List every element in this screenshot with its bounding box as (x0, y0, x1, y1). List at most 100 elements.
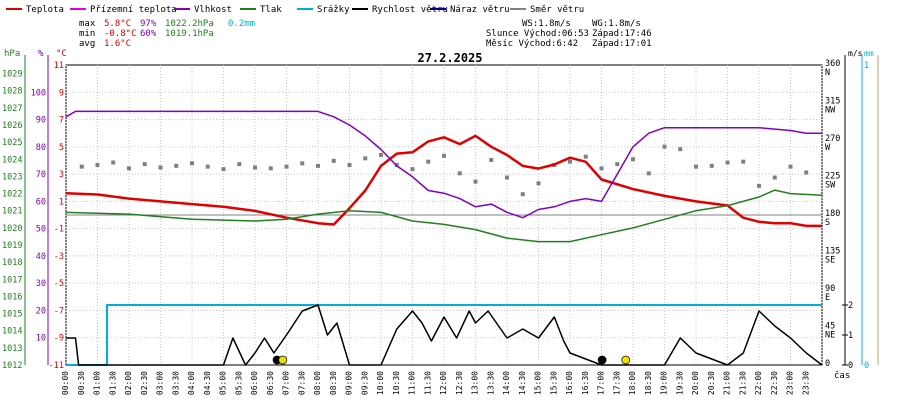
time-axis-label: čas (834, 370, 850, 381)
hpa-tick: 1026 (2, 121, 22, 131)
time-tick: 06:00 (250, 371, 259, 395)
wind-direction-point (331, 158, 336, 163)
hpa-tick: 1014 (2, 327, 22, 337)
wind-direction-point (268, 166, 273, 171)
time-tick: 06:30 (266, 371, 275, 395)
dir-name: SE (825, 256, 835, 266)
stats-gust: WG:1.8m/s (592, 19, 641, 29)
time-tick: 17:30 (612, 371, 621, 395)
c-tick: -1 (54, 225, 64, 235)
stats-pressure: 1019.1hPa (165, 29, 214, 39)
time-tick: 17:00 (597, 371, 606, 395)
hpa-tick: 1024 (2, 155, 22, 165)
c-tick: -11 (49, 361, 64, 371)
hpa-tick: 1028 (2, 87, 22, 97)
dir-tick: 180 (825, 209, 840, 219)
legend-label: Směr větru (530, 5, 584, 15)
wind-direction-point (174, 163, 179, 168)
stats-pressure: 1022.2hPa (165, 19, 214, 29)
wind-direction-point (284, 164, 289, 169)
legend-label: Tlak (260, 5, 282, 15)
time-tick: 03:30 (171, 371, 180, 395)
c-tick: 3 (59, 170, 64, 180)
series-line-Vlhkost (65, 110, 822, 219)
time-tick: 12:00 (439, 371, 448, 395)
pct-tick: 30 (36, 279, 46, 289)
time-tick: 16:30 (581, 371, 590, 395)
time-tick: 14:00 (502, 371, 511, 395)
stats-temp: -0.8°C (104, 29, 137, 39)
time-tick: 11:00 (408, 371, 417, 395)
wind-direction-point (694, 164, 698, 169)
plot-area (65, 64, 823, 366)
time-tick: 01:30 (108, 371, 117, 395)
stats-sun: Slunce Východ:06:53 (486, 29, 589, 39)
time-tick: 03:00 (156, 371, 165, 395)
hpa-tick: 1029 (2, 70, 22, 80)
ms-axis-label: m/s (848, 49, 863, 58)
time-tick: 23:00 (786, 371, 795, 395)
moonset-dot (597, 355, 607, 365)
wind-direction-point (79, 164, 84, 169)
c-axis-label: °C (56, 49, 67, 59)
time-tick: 13:30 (486, 371, 495, 395)
stats-wind: WS:1.8m/s (522, 19, 571, 29)
wind-direction-point (615, 162, 620, 167)
stats-moonset: Západ:17:01 (592, 39, 652, 49)
hpa-tick: 1025 (2, 138, 22, 148)
time-tick: 04:00 (187, 371, 196, 395)
wind-direction-point (316, 163, 320, 168)
time-tick: 10:00 (376, 371, 385, 395)
wind-direction-point (379, 153, 383, 157)
wind-direction-point (725, 160, 730, 165)
stats-sunset: Západ:17:46 (592, 29, 652, 39)
time-tick: 05:00 (219, 371, 228, 395)
stats-moon: Měsíc Východ:6:42 (486, 39, 578, 49)
stats-row-label: max (79, 19, 96, 29)
legend-label: Přízemní teplota (90, 5, 177, 15)
hpa-tick: 1013 (2, 344, 22, 354)
wind-direction-point (599, 166, 604, 171)
series-line-Rychlost větru (66, 304, 823, 366)
wind-direction-point (741, 159, 746, 164)
pct-tick: 60 (36, 197, 46, 207)
legend-label: Náraz větru (450, 5, 510, 15)
wind-direction-point (442, 153, 446, 158)
time-tick: 23:30 (801, 371, 810, 395)
wind-direction-point (520, 192, 525, 197)
stats-temp: 5.8°C (104, 19, 131, 29)
time-tick: 04:30 (203, 371, 212, 395)
wind-direction-point (111, 160, 116, 165)
time-tick: 02:30 (140, 371, 149, 395)
pct-tick: 70 (36, 170, 46, 180)
wind-direction-point (505, 175, 509, 180)
stats-humidity: 60% (140, 29, 157, 39)
wind-direction-point (347, 163, 352, 167)
mm-tick: 1 (864, 61, 869, 71)
time-tick: 08:00 (313, 371, 322, 395)
dir-tick: 315 (825, 97, 840, 107)
c-tick: 1 (59, 197, 64, 207)
wind-direction-point (205, 164, 210, 169)
time-tick: 13:00 (471, 371, 480, 395)
hpa-tick: 1023 (2, 172, 22, 182)
pct-tick: 40 (36, 252, 46, 262)
wind-direction-point (757, 183, 761, 188)
hpa-axis-label: hPa (4, 49, 20, 59)
time-tick: 15:00 (534, 371, 543, 395)
time-tick: 01:00 (93, 371, 102, 395)
time-tick: 08:30 (329, 371, 338, 395)
hpa-tick: 1019 (2, 241, 22, 251)
hpa-tick: 1017 (2, 275, 22, 285)
stats-temp: 1.6°C (104, 39, 131, 49)
time-tick: 18:30 (644, 371, 653, 395)
time-tick: 21:30 (738, 371, 747, 395)
c-tick: -3 (54, 252, 64, 262)
sunset-dot (621, 355, 631, 365)
wind-direction-point (678, 147, 683, 152)
time-axis: 00:00 00:30 01:00 01:30 02:00 02:30 03:00 03:30… (61, 371, 810, 395)
wind-direction-point (536, 181, 541, 186)
c-tick: 9 (59, 88, 64, 98)
wind-direction-point (426, 159, 431, 164)
series-line-Tlak (65, 189, 823, 243)
